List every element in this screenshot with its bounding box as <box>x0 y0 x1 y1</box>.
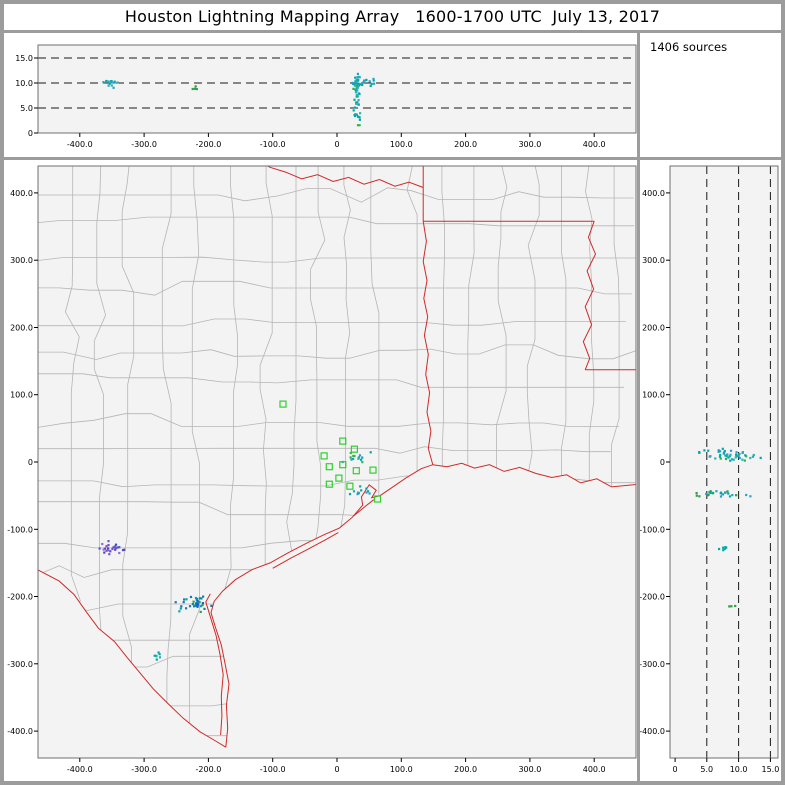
lightning-sources <box>102 72 376 127</box>
tick-labels: 0 5.0 10.0 15.0 400.0 300.0 200.0 100.0 0 -100.0 -… <box>640 189 779 774</box>
svg-text:300.0: 300.0 <box>642 256 665 265</box>
svg-text:-300.0: -300.0 <box>7 660 33 669</box>
svg-text:200.0: 200.0 <box>454 765 477 774</box>
svg-text:-300.0: -300.0 <box>131 140 157 149</box>
svg-text:0: 0 <box>334 765 339 774</box>
state-borders <box>38 166 636 748</box>
svg-text:400.0: 400.0 <box>10 189 33 198</box>
tick-labels: -400.0 -300.0 -200.0 -100.0 0 100.0 200.0 300.0… <box>15 54 605 149</box>
lma-stations <box>279 400 382 503</box>
svg-text:0: 0 <box>673 765 678 774</box>
svg-text:-100.0: -100.0 <box>640 525 665 534</box>
svg-text:0: 0 <box>28 129 33 138</box>
svg-text:300.0: 300.0 <box>518 140 541 149</box>
svg-text:-200.0: -200.0 <box>196 765 222 774</box>
svg-text:15.0: 15.0 <box>15 54 33 63</box>
svg-text:300.0: 300.0 <box>518 765 541 774</box>
svg-text:-300.0: -300.0 <box>131 765 157 774</box>
ns-altitude-panel: 0 5.0 10.0 15.0 400.0 300.0 200.0 100.0 0 -100.0 -… <box>640 160 781 781</box>
panel-divider-vertical <box>637 30 640 781</box>
svg-text:200.0: 200.0 <box>454 140 477 149</box>
svg-text:-100.0: -100.0 <box>260 765 286 774</box>
svg-text:-400.0: -400.0 <box>7 727 33 736</box>
lightning-sources <box>98 451 372 661</box>
svg-text:-400.0: -400.0 <box>67 140 93 149</box>
svg-text:0: 0 <box>660 458 665 467</box>
svg-text:15.0: 15.0 <box>761 765 779 774</box>
svg-text:5.0: 5.0 <box>20 104 33 113</box>
svg-text:10.0: 10.0 <box>730 765 748 774</box>
svg-text:5.0: 5.0 <box>700 765 713 774</box>
svg-text:-400.0: -400.0 <box>640 727 665 736</box>
plan-view-map-panel: -400.0 -300.0 -200.0 -100.0 0 100.0 200.0 300.0… <box>4 160 637 781</box>
plot-title: Houston Lightning Mapping Array 1600-170… <box>124 7 661 26</box>
svg-text:100.0: 100.0 <box>642 391 665 400</box>
svg-text:200.0: 200.0 <box>10 324 33 333</box>
svg-text:200.0: 200.0 <box>642 324 665 333</box>
svg-text:400.0: 400.0 <box>583 140 606 149</box>
sources-count: 1406 sources <box>650 40 728 54</box>
svg-text:-100.0: -100.0 <box>7 525 33 534</box>
svg-text:400.0: 400.0 <box>583 765 606 774</box>
svg-text:300.0: 300.0 <box>10 256 33 265</box>
svg-text:100.0: 100.0 <box>10 391 33 400</box>
svg-text:0: 0 <box>334 140 339 149</box>
panel-divider-middle <box>4 157 781 160</box>
svg-text:0: 0 <box>28 458 33 467</box>
svg-text:-300.0: -300.0 <box>640 660 665 669</box>
svg-text:100.0: 100.0 <box>390 765 413 774</box>
svg-text:-200.0: -200.0 <box>196 140 222 149</box>
svg-text:100.0: 100.0 <box>390 140 413 149</box>
svg-text:10.0: 10.0 <box>15 79 33 88</box>
svg-text:-200.0: -200.0 <box>7 593 33 602</box>
svg-text:400.0: 400.0 <box>642 189 665 198</box>
panel-divider-top <box>4 30 781 33</box>
ew-altitude-panel: -400.0 -300.0 -200.0 -100.0 0 100.0 200.0 300.0… <box>4 33 637 157</box>
svg-text:-200.0: -200.0 <box>640 593 665 602</box>
svg-text:-100.0: -100.0 <box>260 140 286 149</box>
tick-labels: -400.0 -300.0 -200.0 -100.0 0 100.0 200.0 300.0… <box>7 189 605 774</box>
svg-text:-400.0: -400.0 <box>67 765 93 774</box>
lightning-sources <box>695 447 762 608</box>
sources-count-box: 1406 sources <box>640 33 781 157</box>
